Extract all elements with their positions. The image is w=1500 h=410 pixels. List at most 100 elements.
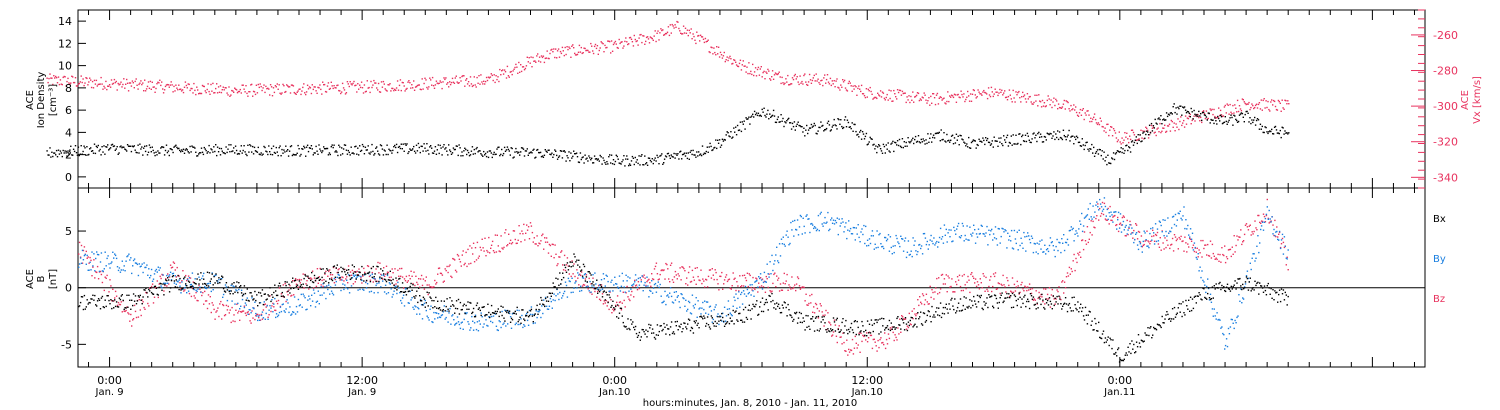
- vx-series-point: [489, 76, 492, 78]
- bz-series-point: [225, 304, 228, 307]
- vx-series-point: [419, 88, 421, 90]
- bz-series-point: [284, 282, 286, 285]
- density-series-point: [191, 145, 193, 147]
- vx-series-point: [877, 92, 879, 94]
- by-series-point: [193, 288, 195, 291]
- vx-series-point: [195, 93, 197, 96]
- bz-series-point: [1113, 215, 1115, 217]
- vx-series-point: [162, 88, 164, 90]
- density-series-point: [211, 149, 213, 151]
- density-series-point: [1127, 149, 1129, 152]
- vx-series-point: [1254, 106, 1256, 109]
- density-series-point: [917, 135, 920, 137]
- by-series-point: [231, 300, 233, 302]
- vx-series-point: [478, 75, 480, 77]
- bz-series-point: [1269, 221, 1271, 223]
- by-series-point: [799, 214, 802, 217]
- density-series-point: [1162, 119, 1164, 121]
- by-series-point: [200, 291, 202, 293]
- by-series-point: [204, 287, 207, 289]
- vx-series-point: [334, 87, 336, 89]
- density-series-point: [165, 144, 168, 146]
- density-series-point: [831, 126, 833, 128]
- vx-series-point: [698, 34, 700, 37]
- vx-series-point: [675, 26, 677, 28]
- density-series-point: [493, 151, 495, 154]
- by-series-point: [1075, 230, 1077, 232]
- bz-series-point: [455, 271, 458, 273]
- bz-series-point: [364, 271, 366, 274]
- density-series-point: [868, 141, 870, 143]
- vx-series-point: [277, 88, 279, 90]
- by-series-point: [869, 242, 872, 245]
- bz-series-point: [280, 293, 283, 295]
- vx-series-point: [497, 76, 499, 78]
- bz-series-point: [658, 278, 660, 280]
- by-series-point: [281, 303, 283, 306]
- by-series-point: [863, 224, 865, 227]
- bz-series-point: [199, 288, 201, 290]
- vx-series-point: [1183, 119, 1185, 122]
- by-series-point: [443, 305, 445, 307]
- density-series-point: [691, 153, 693, 156]
- bz-series-point: [1088, 238, 1090, 240]
- vx-series-point: [1018, 90, 1020, 93]
- vx-series-point: [753, 74, 755, 77]
- vx-series-point: [960, 90, 962, 92]
- vx-series-point: [98, 83, 100, 85]
- bz-series-point: [166, 285, 168, 287]
- density-series-point: [861, 131, 864, 133]
- density-series-point: [57, 149, 60, 151]
- bz-series-point: [1187, 243, 1189, 245]
- vx-series-point: [1241, 98, 1244, 100]
- vx-series-point: [916, 92, 919, 94]
- density-series-point: [147, 151, 150, 153]
- by-series-point: [419, 313, 421, 315]
- vx-series-point: [530, 56, 532, 58]
- by-series-point: [198, 276, 200, 278]
- vx-series-point: [809, 79, 812, 81]
- bz-series-point: [1122, 215, 1125, 217]
- by-series-point: [296, 311, 299, 313]
- vx-series-point: [1009, 94, 1011, 96]
- by-series-point: [280, 310, 283, 313]
- bz-series-point: [369, 279, 372, 281]
- by-series-point: [812, 224, 814, 226]
- vx-series-point: [459, 77, 461, 79]
- density-series-point: [751, 115, 753, 117]
- density-series-point: [153, 152, 155, 154]
- vx-series-point: [73, 81, 76, 84]
- vx-series-point: [1090, 117, 1092, 119]
- by-series-point: [380, 286, 382, 288]
- density-series-point: [126, 150, 128, 152]
- by-series-point: [336, 276, 338, 279]
- bz-series-point: [254, 318, 256, 321]
- vx-series-point: [513, 68, 515, 70]
- bz-series-point: [1063, 281, 1066, 283]
- bz-series-point: [1278, 231, 1281, 234]
- density-series-point: [880, 150, 883, 152]
- bz-series-point: [976, 281, 979, 283]
- by-series-point: [348, 292, 351, 294]
- density-series-point: [992, 146, 994, 148]
- vx-series-point: [1061, 106, 1064, 108]
- by-series-point: [315, 301, 318, 303]
- bz-series-point: [1196, 247, 1198, 249]
- density-series-point: [654, 157, 656, 159]
- bz-series-point: [216, 310, 218, 312]
- bz-series-point: [1224, 261, 1227, 264]
- bz-series-point: [1244, 224, 1247, 226]
- by-series-point: [306, 308, 308, 310]
- density-series-point: [422, 150, 424, 152]
- bz-series-point: [478, 255, 480, 257]
- by-series-point: [757, 286, 759, 288]
- by-series-point: [780, 238, 783, 240]
- vx-series-point: [652, 39, 654, 41]
- vx-series-point: [280, 93, 282, 95]
- density-series-point: [847, 121, 850, 124]
- density-series-point: [1108, 162, 1110, 164]
- vx-series-point: [287, 86, 290, 88]
- density-series-point: [572, 155, 574, 158]
- bz-series-point: [176, 266, 178, 269]
- density-series-point: [608, 156, 610, 158]
